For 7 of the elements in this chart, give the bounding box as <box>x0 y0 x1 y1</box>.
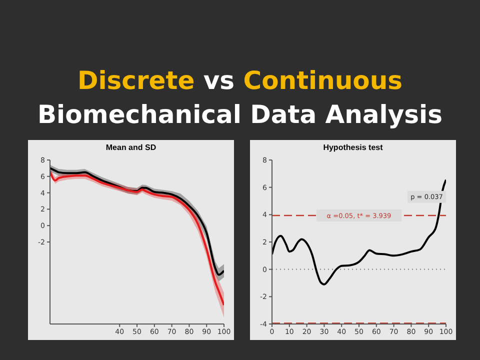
chart-title: Mean and SD <box>104 143 158 152</box>
text: Continuous <box>242 66 403 95</box>
chart-title: Hypothesis test <box>322 143 384 152</box>
line-series <box>272 178 446 286</box>
text: Discrete <box>77 66 195 95</box>
text: vs <box>202 66 235 95</box>
text: Biomechanical Data Analysis <box>36 100 444 129</box>
